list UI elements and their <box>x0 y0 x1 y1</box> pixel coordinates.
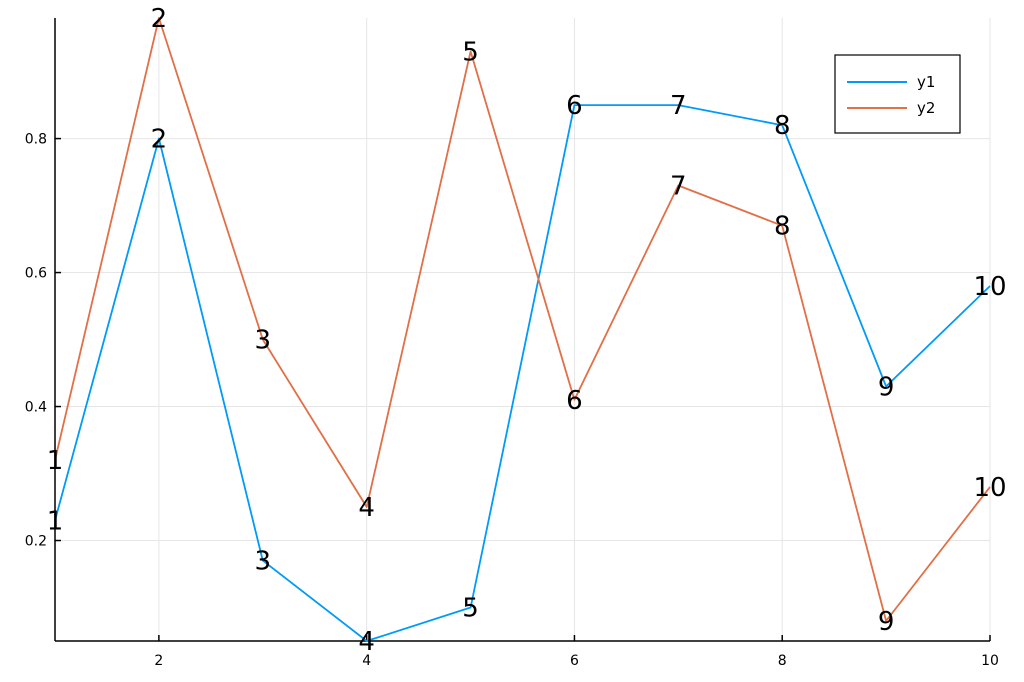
series-lines <box>54 17 991 642</box>
grid <box>55 18 991 641</box>
x-tick-label: 4 <box>362 653 371 669</box>
point-label-y2: 5 <box>462 37 479 67</box>
series-line-y1 <box>54 104 991 642</box>
point-label-y1: 2 <box>151 125 168 155</box>
point-label-y1: 3 <box>255 547 272 577</box>
y-tick-label: 0.6 <box>25 266 47 282</box>
legend-label-y2: y2 <box>917 99 935 117</box>
point-label-y1: 1 <box>47 506 64 536</box>
x-tick-label: 8 <box>778 653 787 669</box>
point-label-y2: 4 <box>358 493 375 523</box>
point-label-y2: 8 <box>774 212 791 242</box>
point-label-y1: 6 <box>566 91 583 121</box>
point-label-y1: 9 <box>878 372 895 402</box>
axes <box>54 18 991 642</box>
point-label-y2: 9 <box>878 607 895 637</box>
legend-label-y1: y1 <box>917 73 935 91</box>
point-label-y2: 2 <box>151 4 168 34</box>
legend-box <box>834 54 961 134</box>
point-label-y2: 3 <box>255 326 272 356</box>
point-label-y1: 5 <box>462 594 479 624</box>
point-label-y1: 10 <box>973 272 1006 302</box>
tick-labels: 2 4 6 8 10 0.2 0.4 0.6 0.8 <box>25 132 999 669</box>
point-label-y1: 8 <box>774 111 791 141</box>
y-tick-label: 0.2 <box>25 534 47 550</box>
point-label-y2: 6 <box>566 386 583 416</box>
y-tick-label: 0.4 <box>25 400 47 416</box>
y-tick-label: 0.8 <box>25 132 47 148</box>
point-label-y1: 7 <box>670 91 687 121</box>
x-tick-label: 10 <box>981 653 999 669</box>
point-label-y2: 10 <box>973 473 1006 503</box>
x-tick-label: 2 <box>154 653 163 669</box>
x-tick-label: 6 <box>570 653 579 669</box>
point-label-y2: 7 <box>670 171 687 201</box>
point-labels: 1 2 3 4 5 6 7 8 9 10 1 2 3 4 5 6 7 8 9 10 <box>47 4 1007 657</box>
point-label-y1: 4 <box>358 627 375 657</box>
point-label-y2: 1 <box>47 446 64 476</box>
series-line-y2 <box>54 17 991 622</box>
